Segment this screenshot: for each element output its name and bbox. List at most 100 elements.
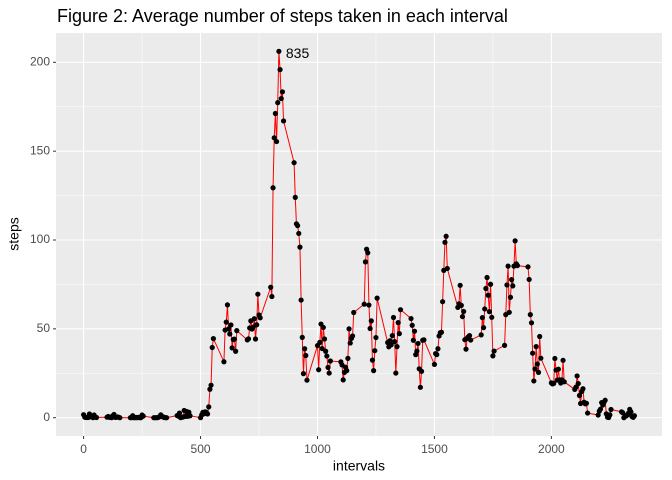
data-point (210, 336, 217, 342)
data-point (531, 378, 537, 384)
data-point (512, 238, 518, 244)
data-point (501, 342, 508, 348)
data-point (257, 315, 263, 321)
data-point (551, 380, 557, 387)
data-point (530, 350, 536, 356)
data-point (206, 404, 212, 410)
data-point (271, 135, 277, 141)
data-point (362, 259, 369, 265)
data-point (270, 185, 276, 191)
data-point (434, 352, 440, 358)
data-point (537, 333, 543, 340)
data-point (534, 361, 540, 367)
data-point (458, 302, 464, 308)
data-point (303, 352, 309, 359)
data-point (528, 320, 535, 326)
data-point (485, 292, 491, 298)
data-point (298, 297, 304, 303)
data-point (421, 337, 427, 343)
data-point (395, 320, 401, 326)
data-point (317, 339, 323, 345)
data-point (526, 276, 532, 283)
data-point (505, 263, 511, 269)
data-point (231, 336, 238, 342)
data-point (487, 281, 494, 287)
data-point (209, 344, 215, 351)
data-point (389, 333, 395, 339)
data-point (394, 344, 400, 350)
data-point (535, 369, 542, 375)
data-point (374, 295, 380, 301)
data-point (387, 338, 393, 344)
data-point (533, 344, 539, 350)
data-point (463, 346, 469, 352)
data-point (204, 411, 211, 417)
data-point (631, 413, 638, 419)
x-tick-label: 500 (191, 442, 211, 456)
data-point (490, 353, 496, 359)
x-tick-label: 2000 (538, 442, 565, 456)
data-point (443, 233, 449, 239)
data-point (320, 324, 326, 331)
data-point (234, 328, 240, 334)
data-point (390, 314, 397, 321)
chart-title: Figure 2: Average number of steps taken … (57, 6, 508, 26)
data-point (575, 380, 581, 387)
data-point (323, 348, 329, 354)
y-tick-label: 0 (43, 410, 50, 424)
data-point (229, 345, 235, 351)
data-point (344, 368, 350, 374)
y-tick-label: 50 (37, 321, 51, 335)
data-point (300, 371, 307, 377)
data-point (277, 67, 283, 73)
data-point (480, 325, 487, 331)
data-point (552, 355, 558, 362)
data-point (478, 332, 484, 338)
data-point (276, 48, 282, 54)
data-point (292, 194, 298, 200)
data-point (527, 312, 533, 318)
data-point (347, 340, 353, 346)
data-point (459, 313, 466, 320)
data-point (351, 309, 357, 316)
data-point (532, 366, 538, 372)
data-point (504, 282, 510, 288)
x-tick-label: 1000 (304, 442, 331, 456)
data-point (506, 309, 512, 315)
data-point (397, 307, 404, 313)
data-point (595, 412, 601, 418)
data-point (482, 306, 488, 312)
data-point (164, 415, 170, 421)
data-point (275, 100, 281, 106)
data-point (373, 334, 379, 341)
data-point (208, 382, 214, 388)
data-point (269, 293, 275, 300)
data-point (346, 326, 352, 332)
data-point (280, 118, 287, 124)
data-point (396, 331, 402, 337)
data-point (255, 291, 261, 297)
data-point (444, 265, 450, 272)
data-point (268, 284, 274, 290)
data-point (340, 377, 346, 383)
data-point (628, 409, 634, 415)
data-point (415, 340, 421, 347)
data-point (607, 412, 613, 418)
data-point (367, 325, 373, 332)
data-point (608, 406, 614, 413)
data-point (414, 348, 420, 354)
data-point (251, 316, 257, 322)
data-point (491, 348, 497, 354)
data-point (574, 373, 580, 379)
data-point (233, 348, 239, 354)
data-point (304, 377, 310, 383)
data-point (418, 368, 425, 374)
data-point (409, 322, 415, 328)
data-point (435, 346, 441, 352)
data-point (510, 283, 516, 289)
data-point (302, 346, 308, 352)
data-point (176, 410, 183, 416)
data-point (345, 355, 351, 361)
data-point (408, 315, 414, 322)
